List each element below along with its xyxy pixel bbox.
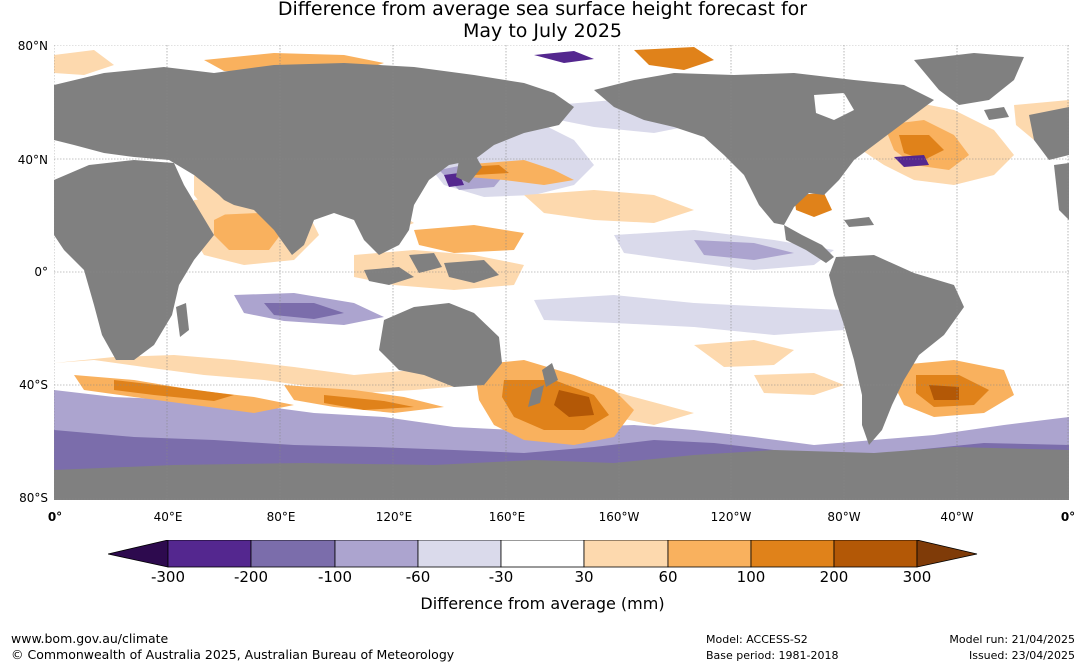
model-run-date: Model run: 21/04/2025: [949, 633, 1075, 646]
base-period: Base period: 1981-2018: [706, 649, 839, 662]
color-bar-segment: [667, 539, 752, 568]
lon-label-0-west: 0°: [47, 510, 63, 524]
land-masses: [54, 53, 1069, 500]
chart-title-line-1: Difference from average sea surface heig…: [277, 0, 808, 20]
color-bar-segment: [250, 539, 336, 568]
lon-label-160e: 160°E: [488, 510, 526, 524]
color-bar-low-arrow: [107, 539, 169, 568]
color-bar-segment: [500, 539, 585, 568]
issued-date: Issued: 23/04/2025: [968, 649, 1075, 662]
color-bar-segment: [833, 539, 918, 568]
lon-label-40e: 40°E: [153, 510, 183, 524]
lon-label-80e: 80°E: [266, 510, 296, 524]
color-bar-tick: -200: [233, 568, 269, 586]
sea-surface-height-map: [54, 45, 1069, 500]
color-bar-tick: -300: [150, 568, 186, 586]
color-bar-segment: [167, 539, 252, 568]
color-bar-high-arrow: [916, 539, 978, 568]
color-bar-segment: [334, 539, 419, 568]
lon-label-40w: 40°W: [940, 510, 974, 524]
color-bar-tick: 200: [819, 568, 849, 586]
lon-label-120w: 120°W: [710, 510, 752, 524]
color-bar-tick: -100: [317, 568, 353, 586]
lat-label-equator: 0°: [34, 265, 48, 279]
lat-label-80s: 80°S: [19, 491, 48, 505]
model-name: Model: ACCESS-S2: [706, 633, 808, 646]
color-bar-tick: -60: [405, 568, 431, 586]
chart-title-line-2: May to July 2025: [463, 20, 622, 42]
lat-label-80n: 80°N: [17, 39, 48, 53]
color-bar-title: Difference from average (mm): [420, 594, 665, 613]
lon-label-80w: 80°W: [827, 510, 861, 524]
color-bar-segment: [583, 539, 669, 568]
color-bar-segment: [750, 539, 835, 568]
lat-label-40n: 40°N: [17, 153, 48, 167]
color-bar-tick: 30: [574, 568, 594, 586]
lat-label-40s: 40°S: [19, 378, 48, 392]
color-bar-tick: 300: [902, 568, 932, 586]
graticule: [54, 45, 1069, 500]
lon-label-160w: 160°W: [598, 510, 640, 524]
website-link[interactable]: www.bom.gov.au/climate: [11, 631, 169, 646]
color-bar-tick: -30: [488, 568, 514, 586]
color-bar: [107, 539, 978, 572]
color-bar-tick: 60: [658, 568, 678, 586]
color-bar-tick: 100: [736, 568, 766, 586]
lon-label-120e: 120°E: [375, 510, 413, 524]
color-bar-segment: [417, 539, 502, 568]
lon-label-0-east: 0°: [1060, 510, 1076, 524]
copyright-text: © Commonwealth of Australia 2025, Austra…: [11, 647, 455, 662]
